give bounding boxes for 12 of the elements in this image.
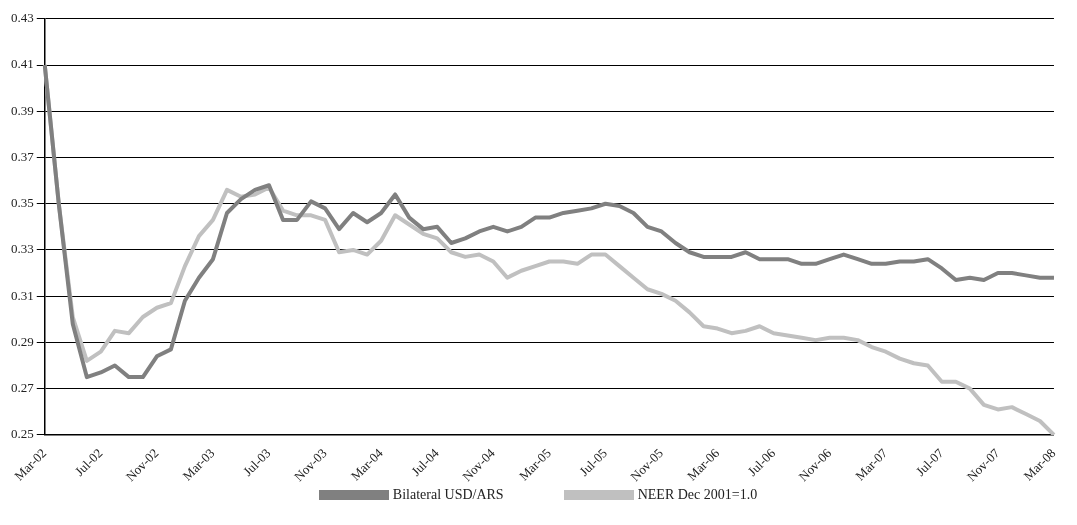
- y-tick-label: 0.27: [11, 380, 35, 396]
- legend-label: Bilateral USD/ARS: [392, 487, 504, 502]
- y-tick-label: 0.33: [11, 241, 34, 257]
- y-tick-label: 0.25: [11, 426, 34, 442]
- y-tick-label: 0.35: [11, 195, 34, 211]
- y-tick-label: 0.31: [11, 287, 34, 303]
- y-tick-label: 0.41: [11, 56, 34, 72]
- y-tick-label: 0.43: [11, 10, 34, 26]
- y-tick-label: 0.39: [11, 102, 34, 118]
- y-tick-label: 0.29: [11, 333, 34, 349]
- legend-label: NEER Dec 2001=1.0: [637, 487, 758, 502]
- y-tick-label: 0.37: [11, 148, 35, 164]
